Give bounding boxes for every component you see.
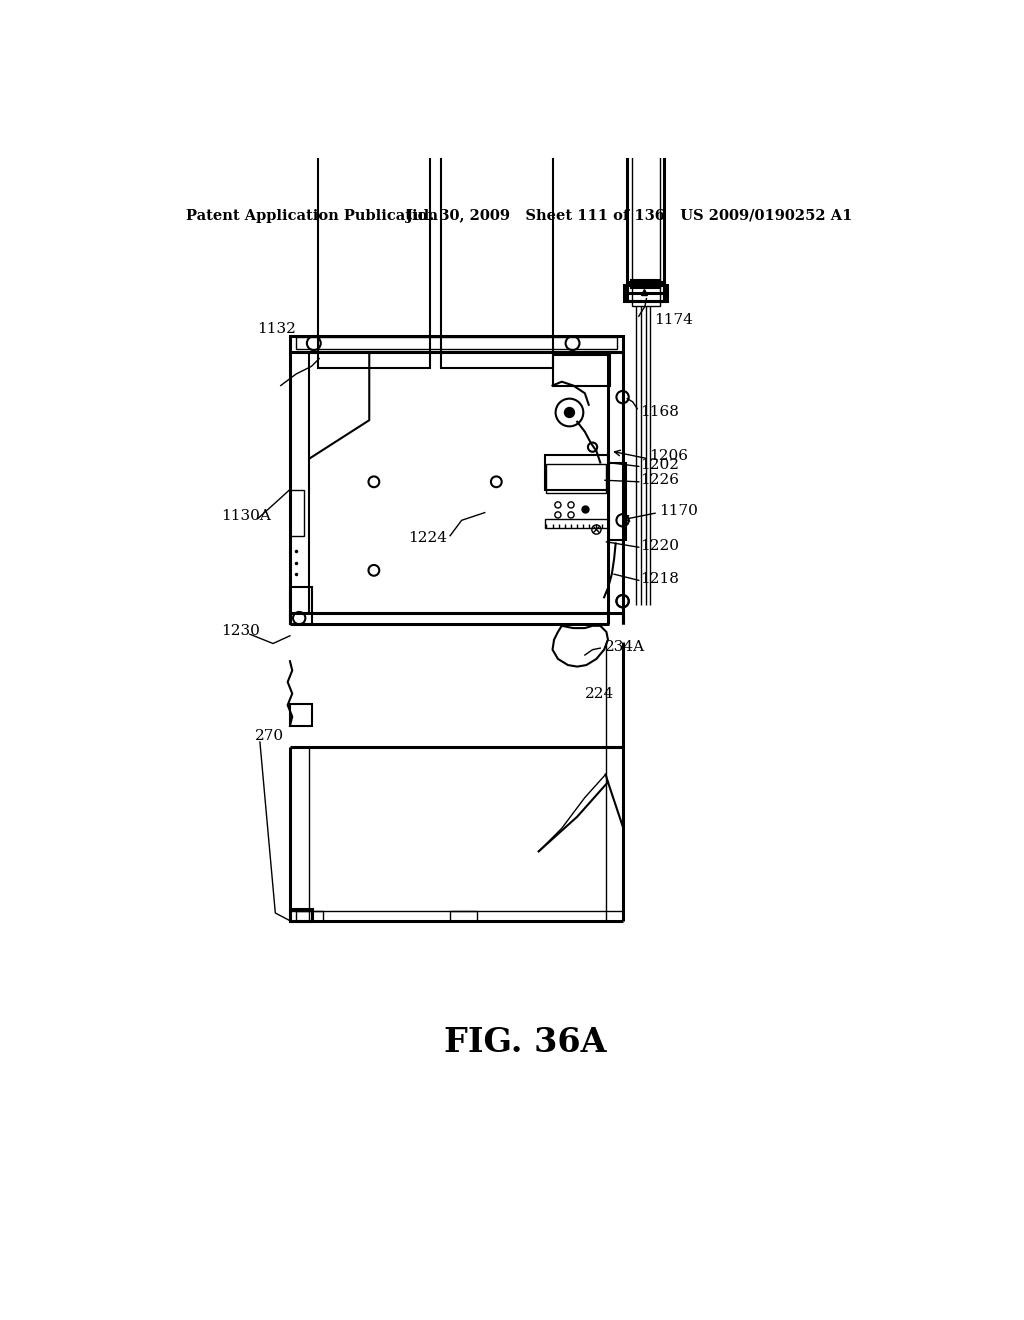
Bar	[632, 7, 659, 306]
Bar	[290, 490, 304, 536]
Text: 224: 224	[585, 686, 614, 701]
Text: 1220: 1220	[640, 539, 679, 553]
Text: 1170: 1170	[659, 504, 698, 517]
Text: 1202: 1202	[640, 458, 679, 471]
Text: 1206: 1206	[649, 449, 688, 463]
Bar	[631, 280, 660, 288]
Text: FIG. 36A: FIG. 36A	[443, 1026, 606, 1059]
Bar	[296, 337, 617, 348]
Text: 1168: 1168	[640, 405, 679, 420]
Bar	[625, 285, 668, 301]
Bar	[628, 281, 665, 293]
Text: 1226: 1226	[640, 474, 679, 487]
Bar	[290, 587, 311, 624]
Bar	[290, 909, 311, 921]
Bar	[441, 139, 553, 368]
Bar	[545, 519, 608, 528]
Bar	[451, 911, 477, 921]
Text: 1224: 1224	[408, 531, 446, 545]
Circle shape	[565, 408, 574, 417]
Text: Jul. 30, 2009   Sheet 111 of 136   US 2009/0190252 A1: Jul. 30, 2009 Sheet 111 of 136 US 2009/0…	[407, 209, 853, 223]
Text: 234A: 234A	[605, 640, 645, 655]
Bar	[318, 139, 430, 368]
Text: 1132: 1132	[258, 322, 297, 337]
Bar	[553, 355, 610, 385]
Bar	[628, 0, 665, 301]
Text: 1174: 1174	[654, 313, 693, 327]
Bar	[296, 911, 323, 921]
Bar	[290, 705, 311, 726]
Text: Patent Application Publication: Patent Application Publication	[186, 209, 438, 223]
Bar	[608, 462, 626, 540]
Bar	[290, 335, 624, 352]
Text: 1130A: 1130A	[220, 510, 270, 524]
Text: 270: 270	[255, 729, 285, 743]
Text: 1230: 1230	[221, 624, 260, 638]
Bar	[547, 465, 606, 494]
Bar	[545, 455, 608, 490]
Text: 1218: 1218	[640, 572, 679, 586]
